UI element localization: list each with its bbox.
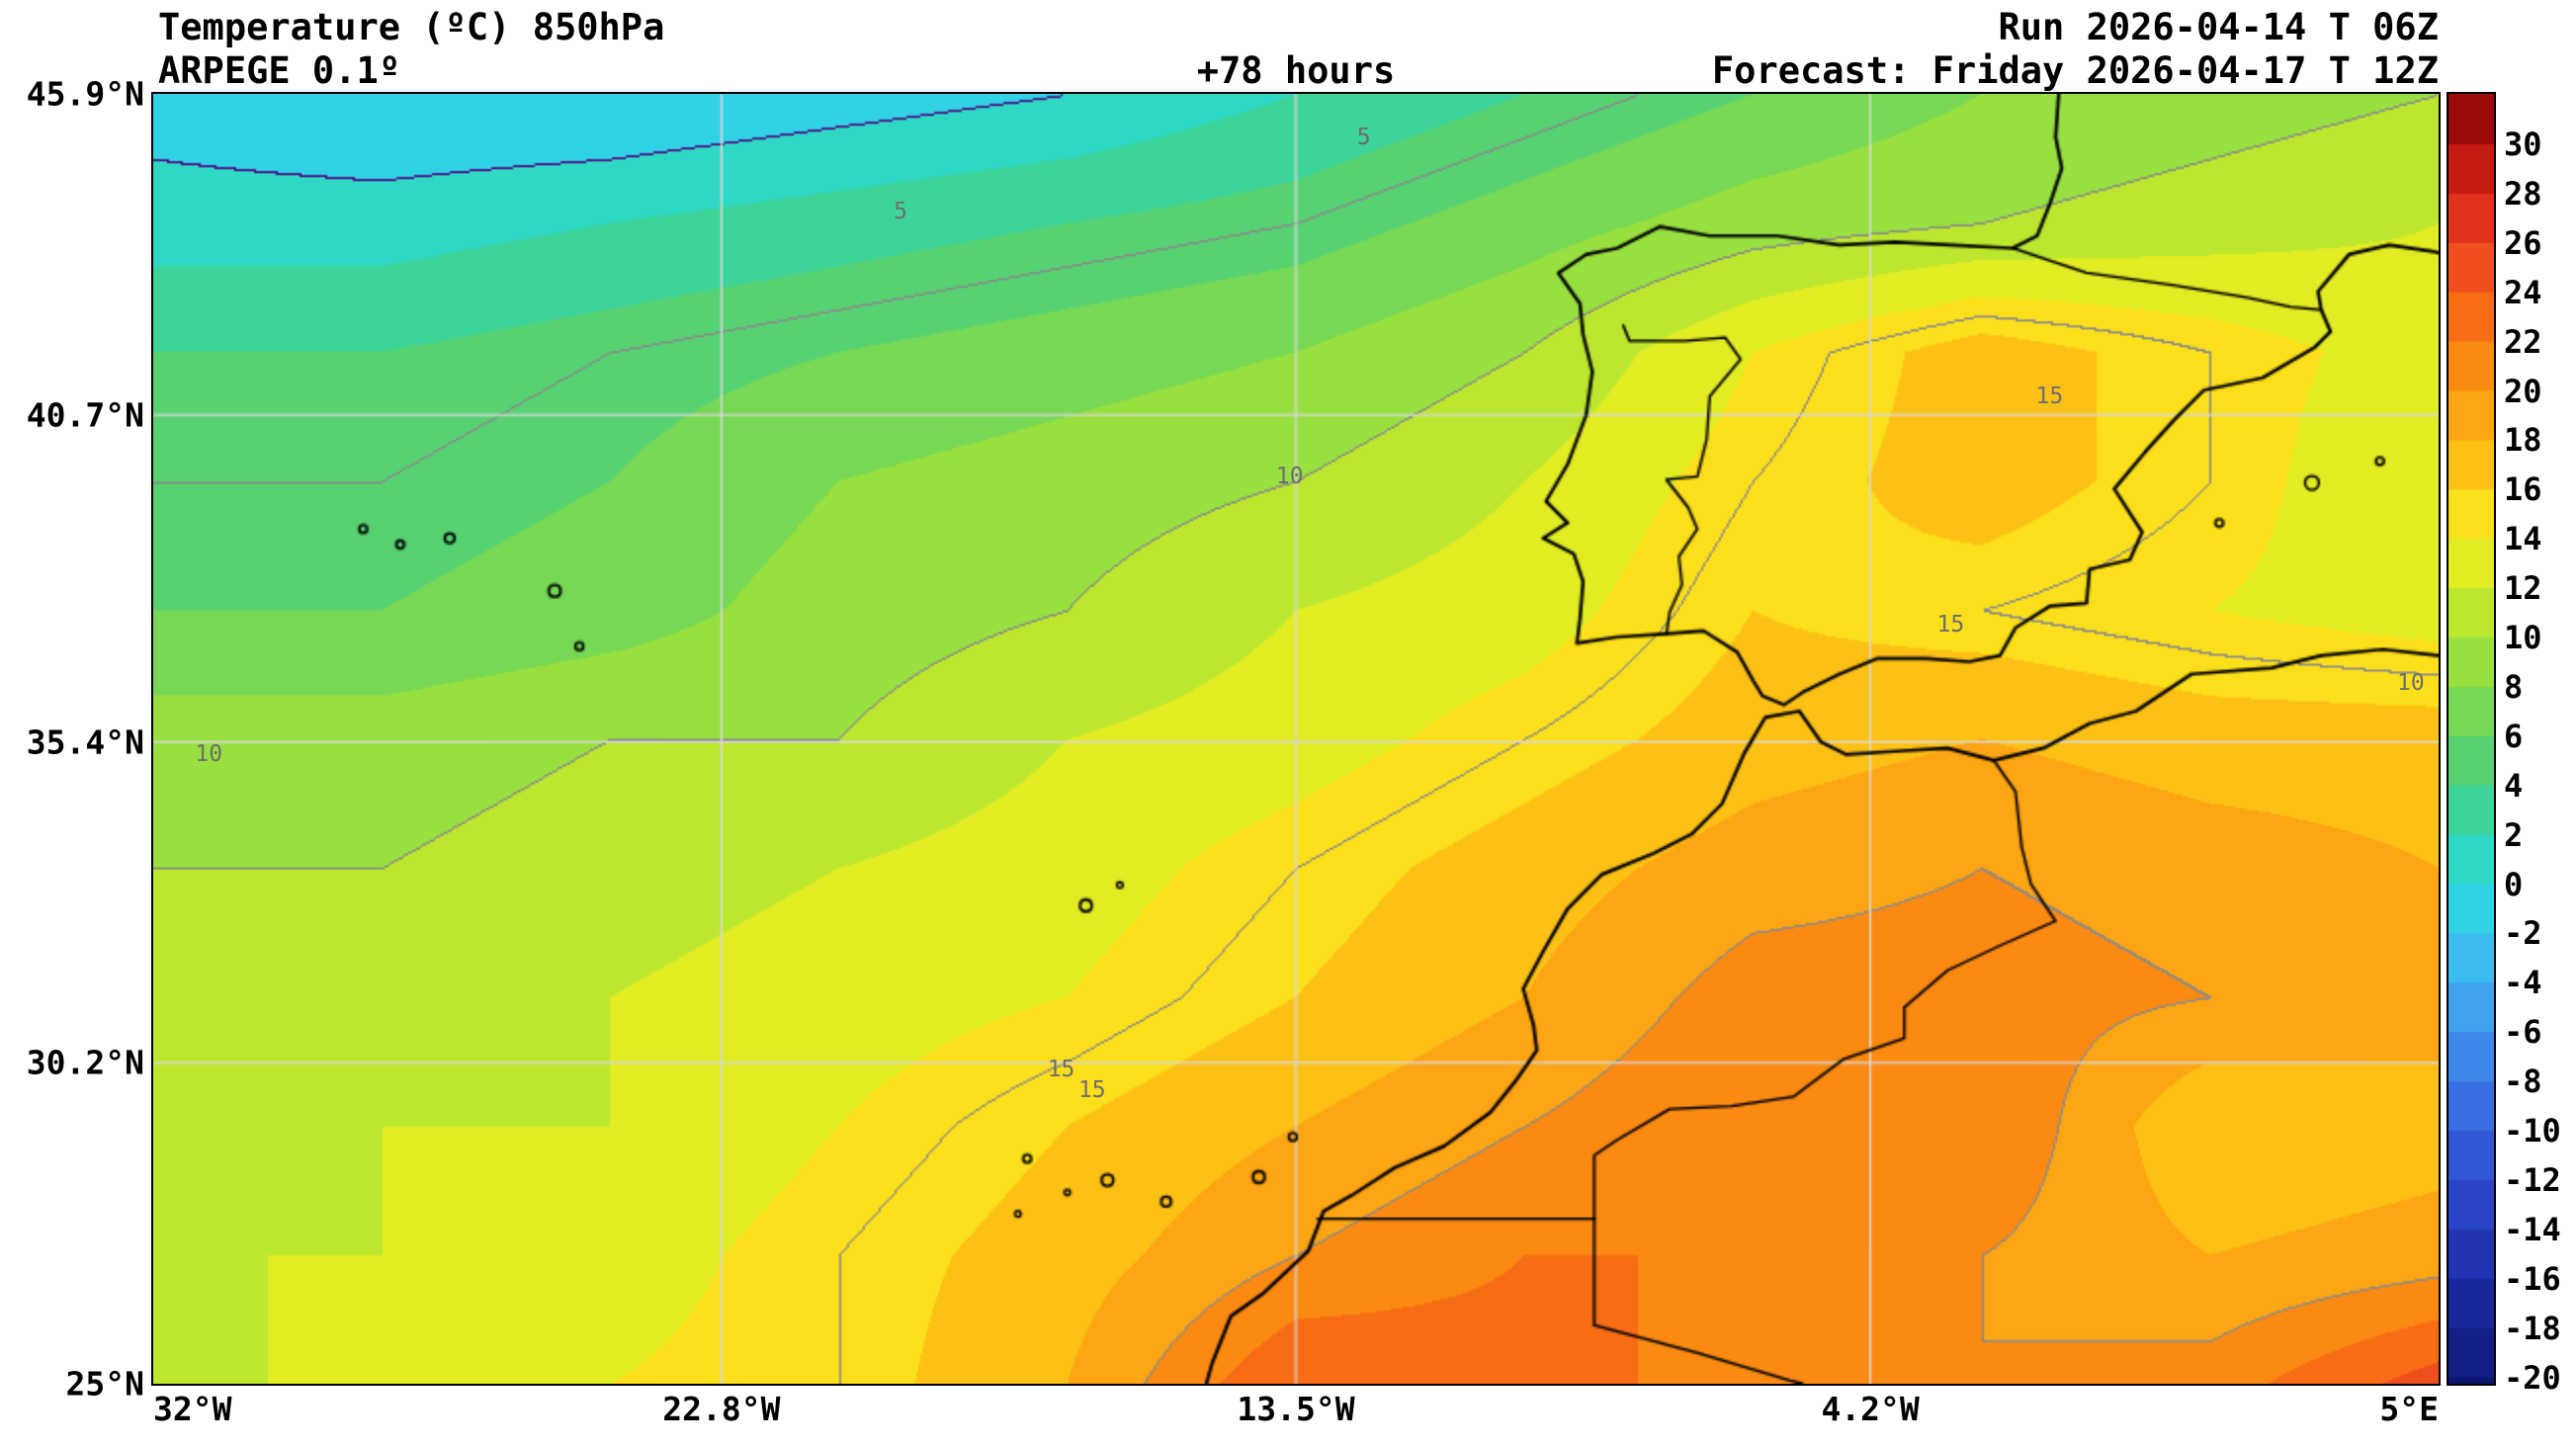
colorbar-tick-label: 24 — [2504, 273, 2542, 311]
forecast-label: Forecast: Friday 2026-04-17 T 12Z — [1711, 49, 2439, 92]
colorbar-tick-label: 6 — [2504, 717, 2524, 755]
lead-time-label: +78 hours — [1196, 49, 1396, 92]
contour-value-label: 15 — [1077, 1077, 1106, 1104]
colorbar-tick-label: -20 — [2504, 1358, 2561, 1397]
lat-tick-label: 25°N — [65, 1364, 144, 1404]
map-frame: 5 5 10 10 15 15 15 15 10 — [151, 92, 2441, 1386]
lon-tick-label: 32°W — [153, 1390, 232, 1428]
colorbar-tick-label: 8 — [2504, 667, 2524, 706]
contour-value-label: 10 — [195, 741, 223, 768]
lon-tick-label: 22.8°W — [662, 1390, 781, 1428]
colorbar-tick-label: 30 — [2504, 126, 2542, 163]
model-label: ARPEGE 0.1º — [158, 49, 401, 92]
colorbar-tick-label: 14 — [2504, 520, 2542, 558]
lon-tick-label: 13.5°W — [1237, 1390, 1355, 1428]
colorbar-tick-label: -16 — [2504, 1259, 2561, 1298]
colorbar-tick-label: 18 — [2504, 421, 2542, 460]
colorbar-tick-label: -8 — [2504, 1063, 2542, 1101]
temperature-map-canvas — [153, 94, 2439, 1384]
contour-value-label: 15 — [2035, 383, 2064, 409]
contour-value-label: 10 — [1275, 464, 1304, 490]
colorbar-tick-label: 2 — [2504, 815, 2524, 854]
contour-value-label: 15 — [1047, 1056, 1075, 1082]
colorbar-tick-label: -4 — [2504, 964, 2542, 1002]
colorbar-tick-label: 12 — [2504, 569, 2542, 608]
lat-tick-label: 30.2°N — [26, 1043, 144, 1082]
colorbar-tick-label: -14 — [2504, 1210, 2561, 1248]
colorbar-tick-label: 4 — [2504, 766, 2524, 805]
colorbar-tick-label: -12 — [2504, 1160, 2561, 1199]
lat-tick-label: 45.9°N — [26, 74, 144, 114]
lon-tick-label: 5°E — [2379, 1390, 2439, 1428]
colorbar-tick-label: 26 — [2504, 223, 2542, 262]
colorbar-tick-label: 10 — [2504, 619, 2542, 656]
lon-tick-label: 4.2°W — [1821, 1390, 1920, 1428]
colorbar-tick-label: -18 — [2504, 1309, 2561, 1347]
colorbar-tick-label: -10 — [2504, 1112, 2561, 1150]
lat-tick-label: 35.4°N — [26, 723, 144, 762]
colorbar-tick-label: -2 — [2504, 914, 2542, 953]
colorbar-tick-label: 22 — [2504, 322, 2542, 361]
colorbar-tick-label: 28 — [2504, 174, 2542, 213]
contour-value-label: 5 — [894, 198, 908, 224]
colorbar-tick-label: 20 — [2504, 372, 2542, 410]
colorbar-tick-label: 0 — [2504, 865, 2524, 903]
colorbar-tick-label: 16 — [2504, 470, 2542, 509]
contour-value-label: 10 — [2397, 670, 2425, 697]
colorbar — [2447, 92, 2496, 1386]
contour-value-label: 15 — [1936, 611, 1965, 638]
lat-tick-label: 40.7°N — [26, 395, 144, 435]
colorbar-tick-label: -6 — [2504, 1013, 2542, 1052]
contour-value-label: 5 — [1356, 124, 1371, 150]
run-label: Run 2026-04-14 T 06Z — [1998, 6, 2439, 48]
chart-title: Temperature (ºC) 850hPa — [158, 6, 665, 48]
